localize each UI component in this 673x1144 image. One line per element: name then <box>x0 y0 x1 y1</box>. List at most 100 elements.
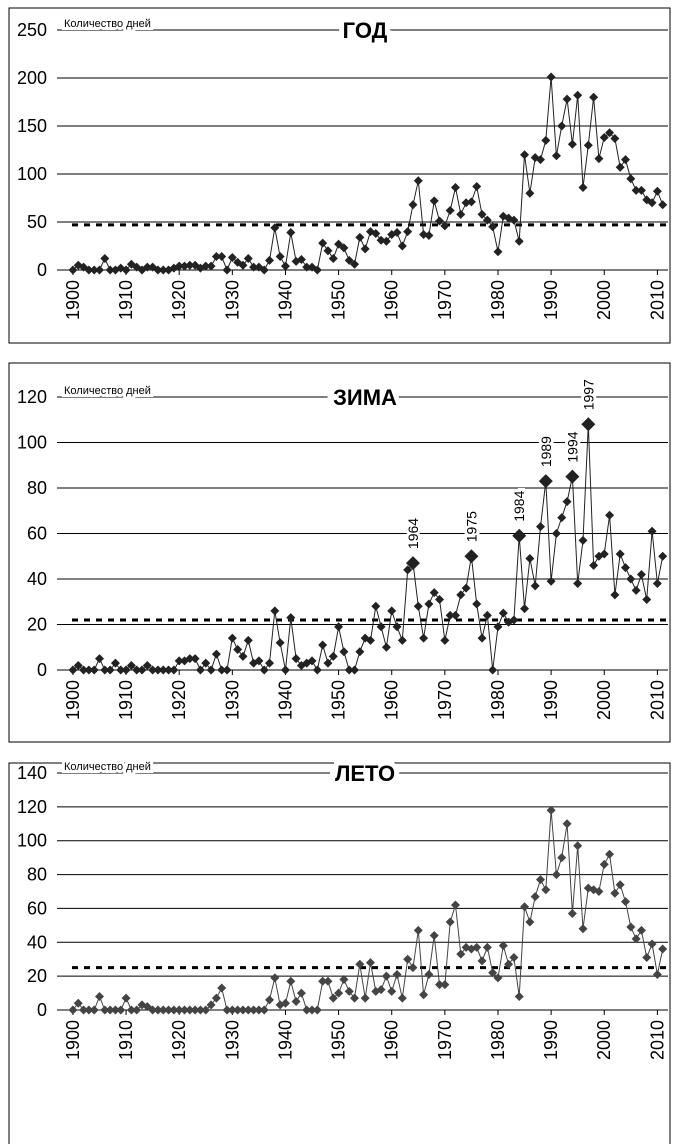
y-tick-label: 120 <box>17 387 47 407</box>
data-point <box>73 660 83 670</box>
data-point <box>296 254 306 264</box>
panel-frame <box>8 7 671 344</box>
data-point <box>594 154 604 164</box>
data-point <box>605 510 615 520</box>
data-point <box>610 133 620 143</box>
data-point <box>381 971 391 981</box>
y-tick-label: 40 <box>27 569 47 589</box>
x-tick-label: 1920 <box>169 680 189 720</box>
data-point <box>89 265 99 275</box>
data-point <box>514 991 524 1001</box>
data-point <box>403 954 413 964</box>
data-point <box>201 1005 211 1015</box>
data-point <box>599 133 609 143</box>
data-point <box>647 198 657 208</box>
data-point <box>190 654 200 664</box>
data-point <box>530 892 540 902</box>
data-point <box>365 635 375 645</box>
data-point <box>387 986 397 996</box>
data-point <box>546 576 556 586</box>
data-point <box>376 985 386 995</box>
data-point <box>302 1005 312 1015</box>
data-point <box>195 1005 205 1015</box>
data-point <box>153 265 163 275</box>
data-point <box>520 604 530 614</box>
x-tick-label: 1930 <box>222 280 242 320</box>
data-point <box>280 665 290 675</box>
data-point <box>557 853 567 863</box>
data-point <box>450 900 460 910</box>
data-point <box>254 1005 264 1015</box>
x-tick-label: 1960 <box>382 1020 402 1060</box>
data-point <box>227 1005 237 1015</box>
y-tick-label: 40 <box>27 932 47 952</box>
x-tick-label: 1920 <box>169 1020 189 1060</box>
x-tick-label: 1960 <box>382 680 402 720</box>
data-point <box>217 252 227 262</box>
data-point <box>323 246 333 256</box>
data-point <box>355 959 365 969</box>
data-point <box>286 976 296 986</box>
data-point <box>642 953 652 963</box>
data-point <box>254 656 264 666</box>
data-point <box>581 417 596 432</box>
data-point <box>328 253 338 263</box>
data-point <box>185 1005 195 1015</box>
data-point <box>514 236 524 246</box>
data-point <box>360 993 370 1003</box>
data-point <box>334 988 344 998</box>
data-point <box>636 925 646 935</box>
data-point <box>291 997 301 1007</box>
x-tick-label: 1970 <box>435 280 455 320</box>
data-point <box>573 90 583 100</box>
chart-title: ЗИМА <box>333 385 397 410</box>
data-point <box>488 222 498 232</box>
data-point <box>206 665 216 675</box>
data-point <box>429 588 439 598</box>
data-point <box>180 1005 190 1015</box>
data-point <box>339 975 349 985</box>
x-tick-label: 1910 <box>116 680 136 720</box>
data-point <box>121 665 131 675</box>
x-tick-label: 2010 <box>647 680 667 720</box>
data-point <box>318 976 328 986</box>
data-point <box>355 647 365 657</box>
data-point <box>461 583 471 593</box>
data-point <box>344 665 354 675</box>
data-point <box>546 805 556 815</box>
data-point <box>466 197 476 207</box>
data-point <box>137 665 147 675</box>
data-point <box>206 261 216 271</box>
data-point <box>153 665 163 675</box>
data-point <box>174 656 184 666</box>
data-point <box>626 574 636 584</box>
data-point <box>464 549 479 564</box>
data-point <box>270 973 280 983</box>
y-tick-label: 60 <box>27 898 47 918</box>
data-point <box>392 622 402 632</box>
data-point <box>573 579 583 589</box>
data-point <box>509 215 519 225</box>
data-point <box>174 1005 184 1015</box>
data-point <box>323 976 333 986</box>
data-point <box>599 549 609 559</box>
data-point <box>589 560 599 570</box>
data-point <box>105 1005 115 1015</box>
data-point <box>227 253 237 263</box>
y-tick-label: 20 <box>27 615 47 635</box>
data-point <box>355 232 365 242</box>
data-point <box>211 649 221 659</box>
data-point <box>195 665 205 675</box>
data-point <box>397 635 407 645</box>
data-point <box>238 260 248 270</box>
data-point <box>610 888 620 898</box>
data-point <box>557 121 567 131</box>
x-tick-label: 1950 <box>329 280 349 320</box>
data-point <box>121 993 131 1003</box>
x-tick-label: 1980 <box>488 680 508 720</box>
data-point <box>312 1005 322 1015</box>
data-line <box>72 810 664 1011</box>
data-point <box>68 1005 78 1015</box>
data-point <box>605 849 615 859</box>
data-point <box>642 594 652 604</box>
